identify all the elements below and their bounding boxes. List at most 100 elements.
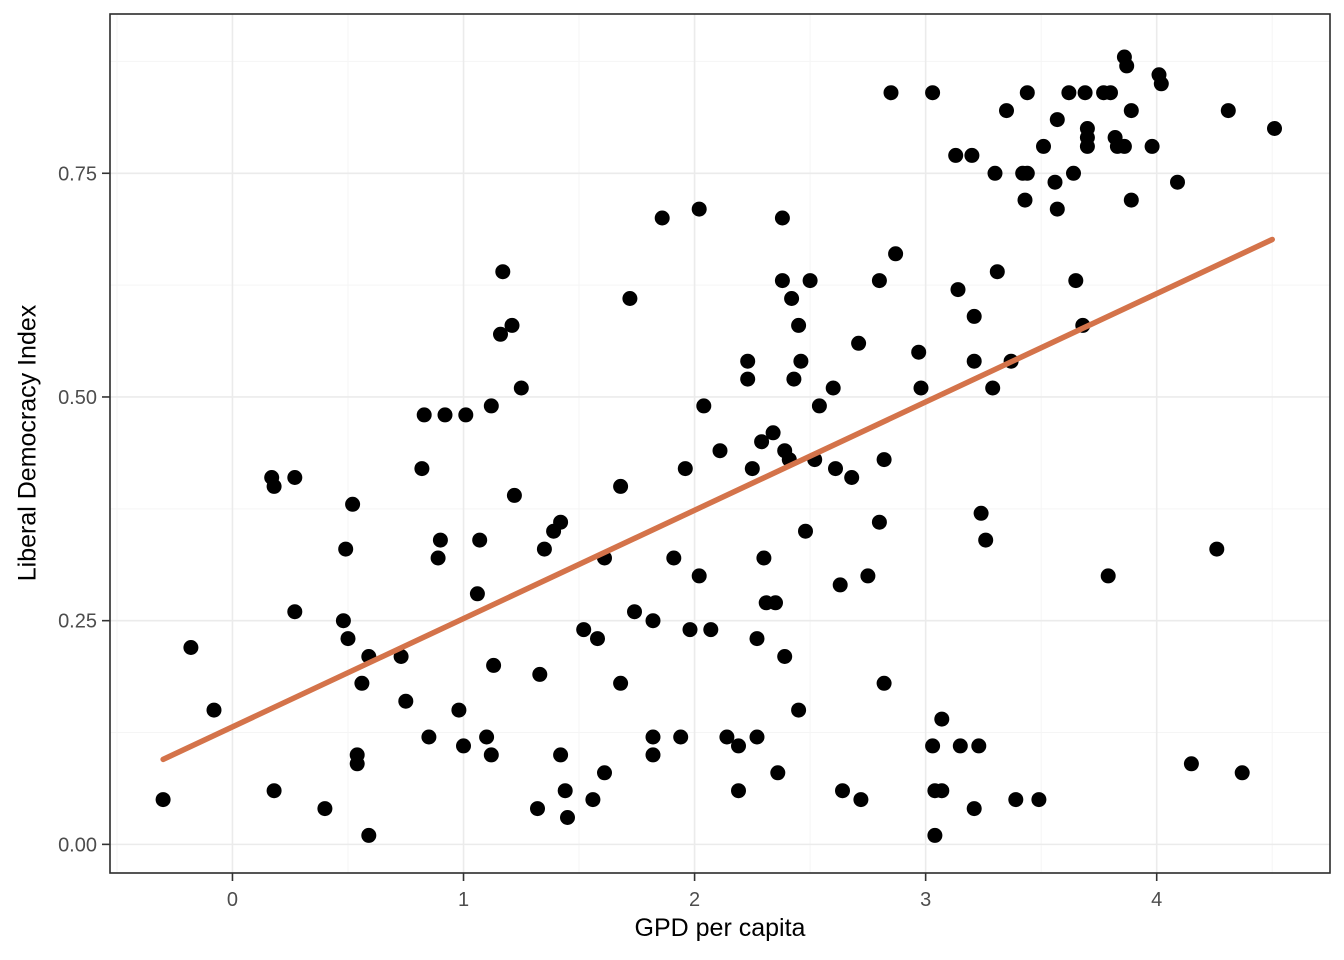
data-point (576, 622, 592, 638)
data-point (774, 210, 790, 226)
x-tick-label: 0 (227, 889, 238, 911)
data-point (973, 505, 989, 521)
data-point (749, 631, 765, 647)
data-point (451, 702, 467, 718)
data-point (860, 568, 876, 584)
data-point (825, 380, 841, 396)
data-point (437, 407, 453, 423)
data-point (1047, 174, 1063, 190)
data-point (155, 792, 171, 808)
data-point (696, 398, 712, 414)
data-point (1144, 138, 1160, 154)
data-point (793, 353, 809, 369)
data-point (703, 622, 719, 638)
data-point (802, 273, 818, 289)
data-point (622, 291, 638, 306)
data-point (691, 201, 707, 217)
data-point (1119, 58, 1135, 74)
data-point (888, 246, 904, 262)
data-point (1220, 103, 1236, 119)
data-point (557, 783, 573, 799)
x-tick-label: 1 (458, 889, 469, 911)
data-point (590, 631, 605, 647)
data-point (1209, 541, 1225, 557)
data-point (853, 792, 869, 808)
data-point (666, 550, 682, 566)
data-point (871, 273, 887, 289)
data-point (483, 398, 499, 414)
data-point (1183, 756, 1199, 772)
data-point (349, 756, 365, 772)
data-point (1077, 85, 1093, 101)
data-point (1017, 192, 1033, 208)
y-tick-label: 0.00 (58, 834, 97, 856)
data-point (266, 478, 282, 494)
data-point (361, 827, 377, 843)
data-point (1079, 138, 1095, 154)
data-point (479, 729, 495, 745)
data-point (911, 344, 927, 360)
data-point (754, 434, 770, 450)
data-point (774, 273, 790, 289)
data-point (421, 729, 437, 745)
data-point (1153, 76, 1169, 92)
data-point (740, 371, 756, 387)
data-point (458, 407, 474, 423)
data-point (1234, 765, 1250, 781)
x-tick-label: 4 (1151, 889, 1162, 911)
data-point (876, 452, 892, 468)
data-point (1116, 138, 1132, 154)
data-point (546, 523, 562, 539)
data-point (691, 568, 707, 584)
data-point (989, 264, 1005, 280)
data-point (335, 613, 351, 629)
data-point (673, 729, 689, 745)
data-point (536, 541, 552, 557)
data-point (964, 147, 980, 163)
data-point (948, 147, 964, 163)
data-point (927, 827, 943, 843)
data-point (493, 326, 508, 342)
data-point (654, 210, 670, 226)
data-point (784, 291, 800, 306)
data-point (966, 801, 982, 817)
data-point (506, 487, 522, 503)
data-point (1031, 792, 1047, 808)
data-point (414, 461, 430, 477)
trend-line (160, 236, 1275, 763)
data-point (883, 85, 899, 101)
data-point (777, 649, 793, 664)
data-point (472, 532, 488, 548)
y-axis-title: Liberal Democracy Index (13, 304, 42, 582)
data-point (483, 747, 499, 763)
data-point (1103, 85, 1118, 101)
data-point (844, 470, 860, 485)
data-point (266, 783, 282, 799)
data-point (1267, 121, 1282, 136)
data-point (206, 702, 222, 718)
data-point (740, 353, 756, 369)
data-point (934, 783, 950, 799)
data-point (645, 747, 661, 763)
data-point (1068, 273, 1084, 289)
data-point (871, 514, 887, 530)
data-point (354, 675, 370, 691)
data-point (430, 550, 446, 566)
data-point (1170, 174, 1185, 190)
data-point (770, 765, 786, 781)
data-point (966, 353, 982, 369)
data-point (1019, 85, 1035, 101)
data-point (950, 282, 966, 298)
data-point (786, 371, 802, 387)
data-point (768, 595, 783, 611)
data-point (971, 738, 987, 754)
data-point (925, 85, 941, 101)
data-point (416, 407, 432, 423)
data-point (345, 496, 361, 512)
data-point (553, 747, 569, 763)
data-point (987, 165, 1003, 181)
data-point (925, 738, 941, 754)
data-point (645, 613, 661, 629)
data-point (791, 702, 807, 718)
